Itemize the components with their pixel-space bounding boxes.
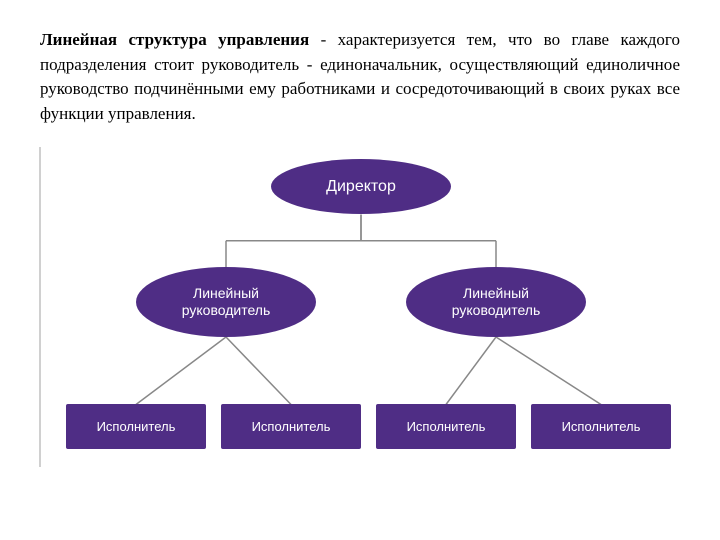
node-label: Линейныйруководитель (446, 285, 546, 319)
node-label: Директор (320, 177, 402, 196)
node-mgr1: Линейныйруководитель (136, 267, 316, 337)
definition-paragraph: Линейная структура управления - характер… (0, 0, 720, 137)
node-director: Директор (271, 159, 451, 214)
node-ex3: Исполнитель (376, 404, 516, 449)
node-label: Линейныйруководитель (176, 285, 276, 319)
node-label: Исполнитель (401, 419, 492, 435)
node-mgr2: Линейныйруководитель (406, 267, 586, 337)
node-label: Исполнитель (556, 419, 647, 435)
node-ex2: Исполнитель (221, 404, 361, 449)
org-chart: Директор Линейныйруководитель Линейныйруко… (39, 147, 681, 467)
node-label: Исполнитель (91, 419, 182, 435)
node-ex4: Исполнитель (531, 404, 671, 449)
definition-title: Линейная структура управления (40, 30, 309, 49)
node-ex1: Исполнитель (66, 404, 206, 449)
node-label: Исполнитель (246, 419, 337, 435)
